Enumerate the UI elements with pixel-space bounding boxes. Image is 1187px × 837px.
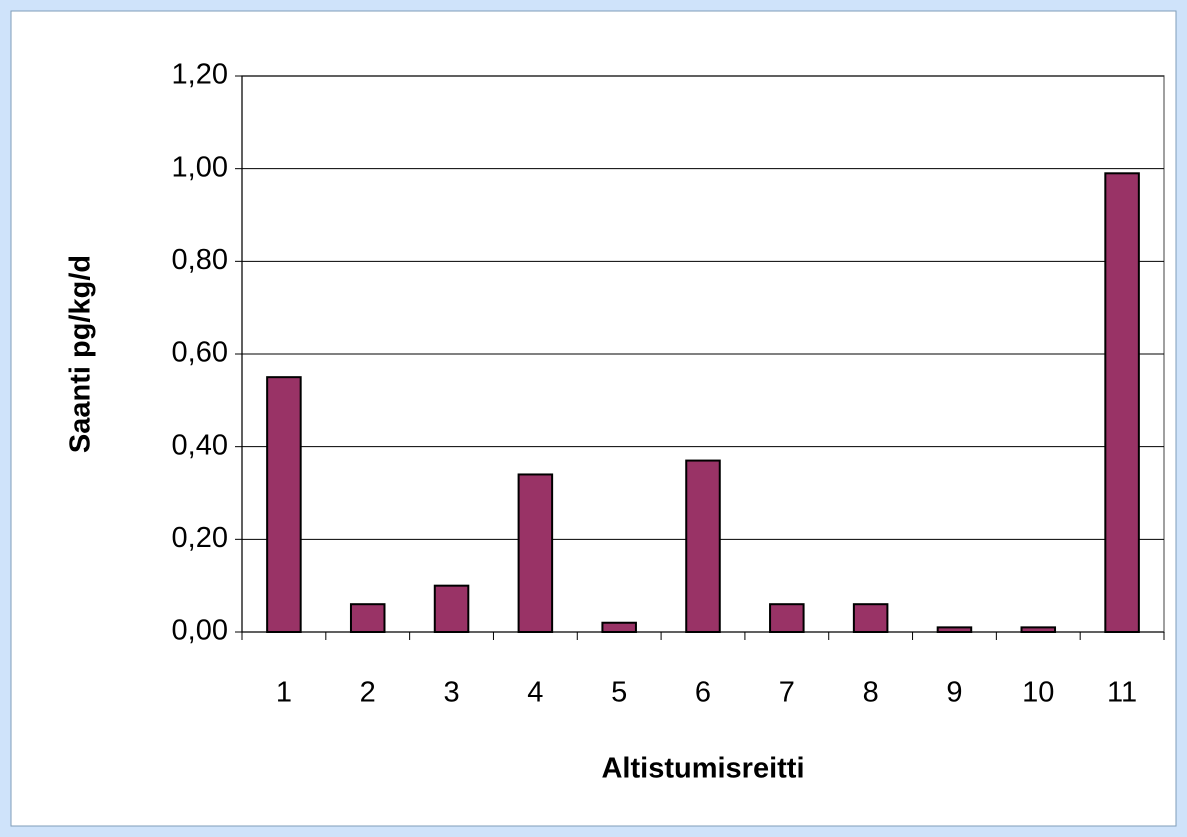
y-tick-label: 0,40 [172, 429, 228, 461]
bar [601, 621, 637, 634]
bar [349, 603, 386, 634]
y-axis-title: Saanti pg/kg/d [65, 255, 97, 453]
bar [685, 459, 721, 634]
x-tick-label: 1 [276, 677, 292, 709]
bar [517, 473, 554, 634]
x-axis-title: Altistumisreitti [601, 753, 804, 785]
y-tick-label: 1,00 [172, 151, 228, 183]
y-tick-label: 0,20 [172, 522, 228, 554]
y-tick-label: 0,60 [172, 337, 228, 369]
x-tick-label: 9 [946, 677, 962, 709]
x-tick-label: 6 [695, 677, 711, 709]
x-tick-label: 8 [863, 677, 879, 709]
y-tick-label: 1,20 [172, 59, 228, 91]
x-tick-label: 5 [611, 677, 627, 709]
x-tick-label: 2 [360, 677, 376, 709]
x-tick-label: 3 [443, 677, 459, 709]
x-tick-label: 10 [1022, 677, 1054, 709]
y-tick-label: 0,00 [172, 615, 228, 647]
bar [936, 626, 973, 633]
x-tick-label: 11 [1107, 677, 1137, 709]
bar [1104, 172, 1140, 634]
bar [769, 603, 805, 634]
bar [1020, 626, 1057, 633]
bar [433, 584, 470, 634]
bar [852, 603, 889, 634]
y-tick-label: 0,80 [172, 244, 228, 276]
x-tick-label: 7 [779, 677, 795, 709]
x-tick-label: 4 [527, 677, 543, 709]
bar [266, 376, 302, 633]
